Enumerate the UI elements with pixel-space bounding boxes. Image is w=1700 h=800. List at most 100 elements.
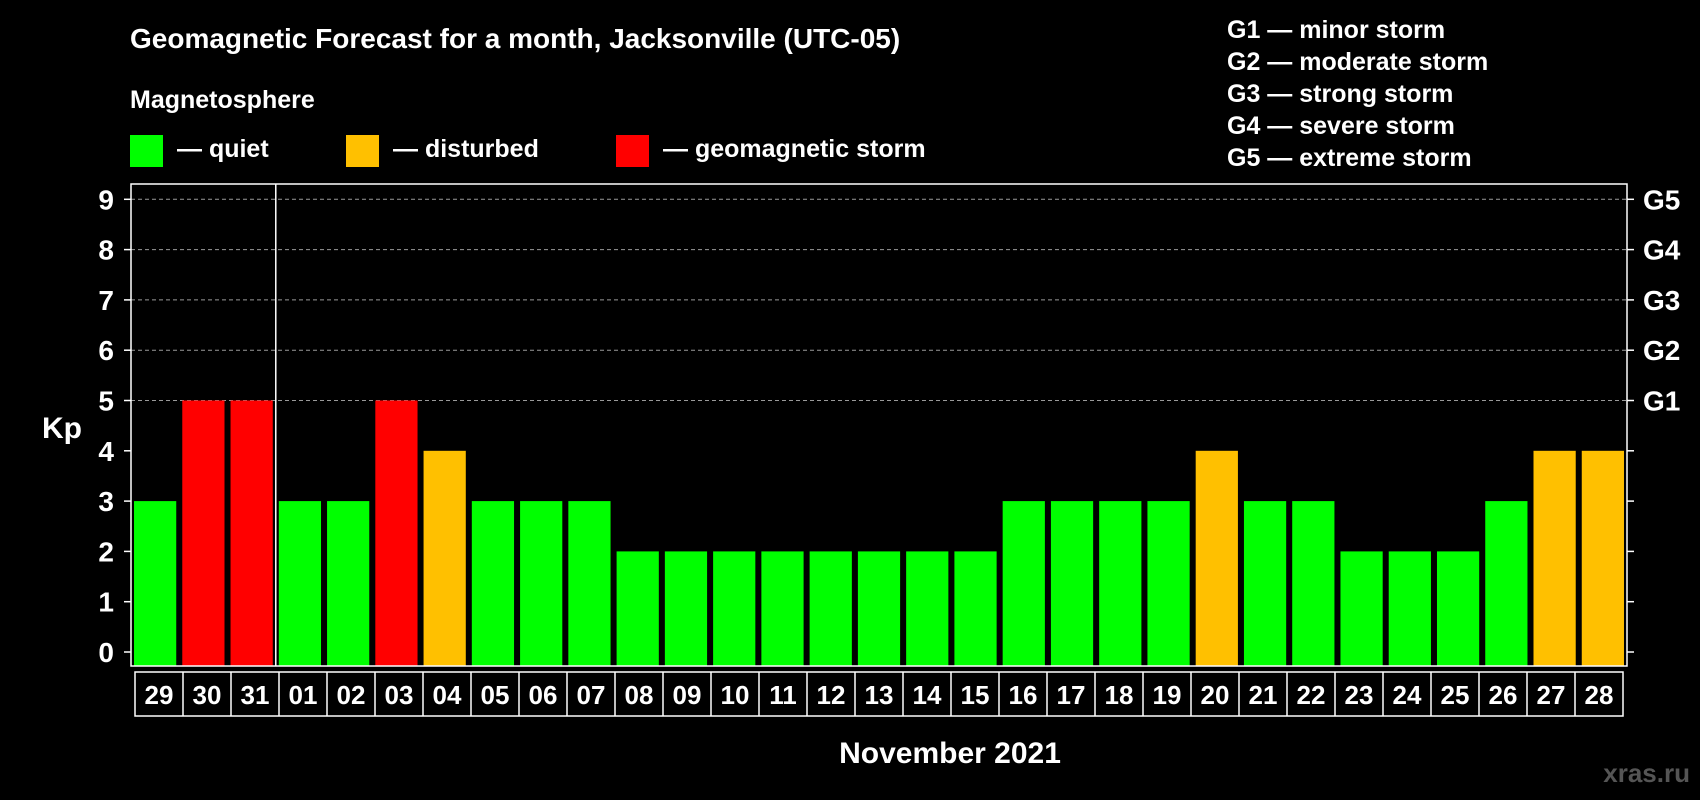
bar-06 — [520, 501, 563, 666]
bar-09 — [664, 551, 708, 666]
g-level-label-g3: G3 — [1643, 285, 1680, 316]
x-tick-label-26: 26 — [1489, 680, 1518, 710]
x-tick-label-01: 01 — [289, 680, 318, 710]
legend-heading: Magnetosphere — [130, 86, 315, 114]
x-tick-label-29: 29 — [145, 680, 174, 710]
bar-13 — [857, 551, 901, 666]
x-tick-label-04: 04 — [433, 680, 462, 710]
y-tick-label-8: 8 — [98, 235, 114, 266]
bar-05 — [471, 501, 515, 666]
x-label-row — [134, 671, 1624, 717]
x-tick-label-19: 19 — [1153, 680, 1182, 710]
y-axis-label: Kp — [42, 412, 82, 445]
g-level-label-g5: G5 — [1643, 184, 1680, 215]
y-tick-label-7: 7 — [98, 285, 114, 316]
bar-14 — [906, 551, 949, 666]
bar-11 — [761, 551, 804, 666]
x-tick-label-18: 18 — [1105, 680, 1134, 710]
x-tick-label-17: 17 — [1057, 680, 1086, 710]
grid-layer — [131, 198, 1627, 401]
bar-10 — [713, 551, 756, 666]
plot-frame — [130, 183, 1628, 667]
x-tick-label-22: 22 — [1297, 680, 1326, 710]
bar-31 — [230, 400, 273, 666]
x-tick-label-12: 12 — [817, 680, 846, 710]
bar-29 — [134, 501, 177, 666]
x-tick-label-20: 20 — [1201, 680, 1230, 710]
y-tick-label-6: 6 — [98, 335, 114, 366]
bar-24 — [1388, 551, 1431, 666]
bar-21 — [1243, 501, 1287, 666]
x-tick-label-21: 21 — [1249, 680, 1278, 710]
x-tick-label-10: 10 — [721, 680, 750, 710]
bar-15 — [954, 551, 997, 666]
x-tick-label-11: 11 — [769, 680, 797, 710]
bar-03 — [375, 400, 418, 666]
watermark: xras.ru — [1603, 758, 1690, 788]
y-tick-label-3: 3 — [98, 486, 114, 517]
bar-18 — [1099, 501, 1142, 666]
x-tick-label-24: 24 — [1393, 680, 1422, 710]
bar-07 — [568, 501, 611, 666]
y-tick-label-4: 4 — [98, 436, 114, 467]
storm-scale-g1: G1 — minor storm — [1227, 16, 1445, 44]
x-tick-label-02: 02 — [337, 680, 366, 710]
bar-16 — [1002, 501, 1045, 666]
x-tick-label-05: 05 — [481, 680, 510, 710]
x-tick-label-31: 31 — [241, 680, 270, 710]
y-tick-label-5: 5 — [98, 386, 114, 417]
x-tick-label-06: 06 — [529, 680, 558, 710]
y-tick-label-2: 2 — [98, 536, 114, 567]
storm-scale-g4: G4 — severe storm — [1227, 112, 1455, 140]
legend-label-storm: — geomagnetic storm — [663, 135, 926, 163]
x-axis-label: November 2021 — [839, 737, 1061, 770]
bar-27 — [1533, 450, 1576, 666]
bar-22 — [1292, 501, 1335, 666]
x-tick-label-03: 03 — [385, 680, 414, 710]
legend-swatch-disturbed — [346, 135, 379, 167]
bar-28 — [1581, 450, 1624, 666]
bar-20 — [1195, 450, 1238, 666]
storm-scale-g5: G5 — extreme storm — [1227, 144, 1472, 172]
x-tick-label-25: 25 — [1441, 680, 1470, 710]
x-tick-label-27: 27 — [1537, 680, 1566, 710]
bar-26 — [1485, 501, 1528, 666]
legend-label-disturbed: — disturbed — [393, 135, 539, 163]
legend-swatch-quiet — [130, 135, 163, 167]
bar-19 — [1147, 501, 1190, 666]
x-tick-label-30: 30 — [193, 680, 222, 710]
bar-02 — [327, 501, 370, 666]
legend-label-quiet: — quiet — [177, 135, 269, 163]
storm-scale-g3: G3 — strong storm — [1227, 80, 1453, 108]
x-tick-label-14: 14 — [913, 680, 942, 710]
x-tick-label-15: 15 — [961, 680, 990, 710]
x-tick-label-13: 13 — [865, 680, 894, 710]
x-tick-label-28: 28 — [1585, 680, 1614, 710]
g-level-label-g4: G4 — [1643, 235, 1681, 266]
g-level-label-g2: G2 — [1643, 335, 1680, 366]
chart-title: Geomagnetic Forecast for a month, Jackso… — [130, 23, 900, 54]
bar-12 — [809, 551, 852, 666]
bar-30 — [182, 400, 225, 666]
x-tick-label-23: 23 — [1345, 680, 1374, 710]
storm-scale-g2: G2 — moderate storm — [1227, 48, 1488, 76]
axis-layer — [124, 183, 1634, 717]
bar-23 — [1340, 551, 1383, 666]
x-tick-label-07: 07 — [577, 680, 606, 710]
bar-08 — [616, 551, 659, 666]
x-tick-label-08: 08 — [625, 680, 654, 710]
x-tick-label-09: 09 — [673, 680, 702, 710]
bar-17 — [1050, 501, 1094, 666]
bar-04 — [423, 450, 466, 666]
bars-layer — [134, 400, 1624, 666]
y-tick-label-1: 1 — [98, 587, 114, 618]
y-tick-label-9: 9 — [98, 184, 114, 215]
bar-25 — [1436, 551, 1480, 666]
bar-01 — [278, 501, 322, 666]
x-tick-label-16: 16 — [1009, 680, 1038, 710]
legend-swatch-storm — [616, 135, 649, 167]
g-level-label-g1: G1 — [1643, 386, 1680, 417]
y-tick-label-0: 0 — [98, 637, 114, 668]
